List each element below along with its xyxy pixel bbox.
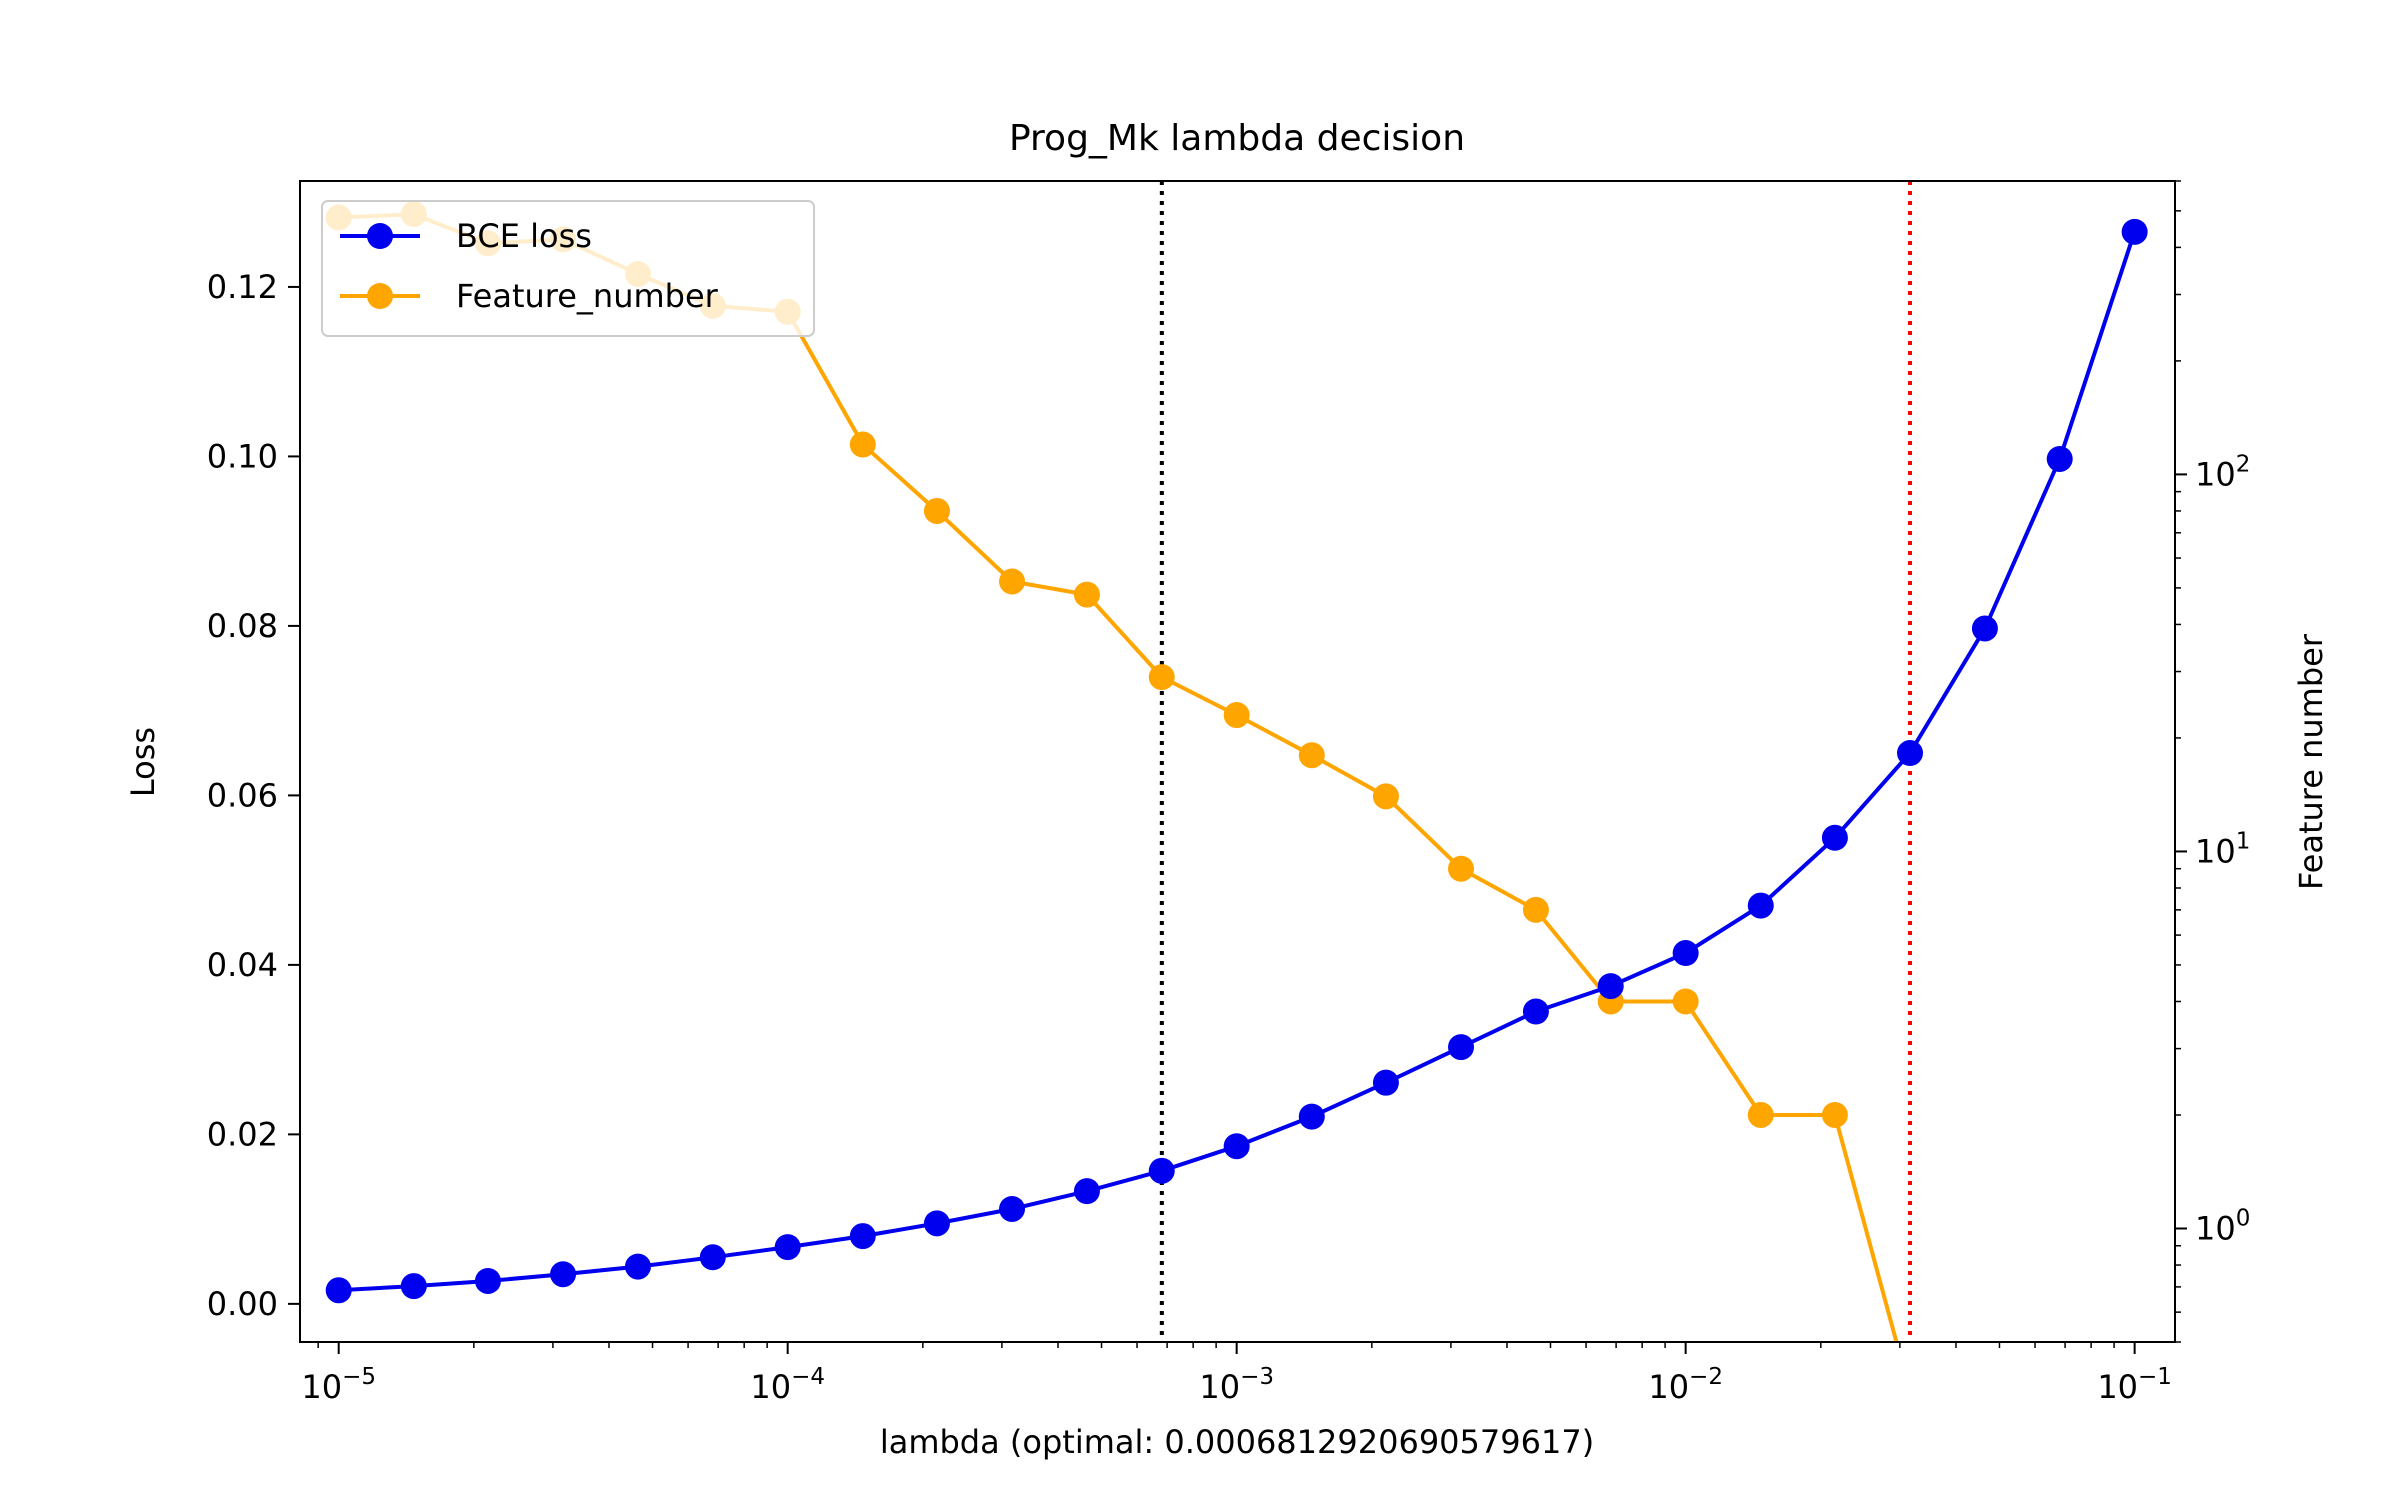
legend-label-feature-number: Feature_number: [456, 277, 719, 315]
x-tick-label: 10−5: [301, 1364, 376, 1406]
data-point-feature-number: [923, 497, 950, 524]
data-point-feature-number: [1522, 896, 1549, 923]
y-axis-label: Loss: [124, 727, 162, 797]
data-point-bce-loss: [474, 1267, 501, 1294]
y-tick-label: 0.12: [207, 268, 278, 306]
data-point-feature-number: [1372, 783, 1399, 810]
legend-marker-bce-loss: [367, 223, 393, 249]
data-point-bce-loss: [1747, 892, 1774, 919]
data-point-feature-number: [1747, 1101, 1774, 1128]
x-tick-label: 10−1: [2097, 1364, 2172, 1406]
data-point-feature-number: [1223, 702, 1250, 729]
data-point-feature-number: [1298, 742, 1325, 769]
data-point-bce-loss: [1597, 973, 1624, 1000]
data-point-bce-loss: [1223, 1133, 1250, 1160]
data-point-bce-loss: [2046, 445, 2073, 472]
x-tick-label: 10−4: [750, 1364, 825, 1406]
y-tick-label: 0.06: [207, 776, 278, 814]
x-tick-label: 10−2: [1648, 1364, 1723, 1406]
data-point-bce-loss: [1672, 940, 1699, 967]
data-point-bce-loss: [1448, 1034, 1475, 1061]
data-point-bce-loss: [1522, 998, 1549, 1025]
data-point-bce-loss: [849, 1223, 876, 1250]
data-point-bce-loss: [1073, 1178, 1100, 1205]
data-point-bce-loss: [999, 1195, 1026, 1222]
data-point-bce-loss: [923, 1210, 950, 1237]
y-tick-label: 0.02: [207, 1115, 278, 1153]
data-point-feature-number: [849, 431, 876, 458]
y2-axis-label: Feature number: [2292, 633, 2330, 890]
data-point-bce-loss: [1372, 1069, 1399, 1096]
data-point-bce-loss: [550, 1261, 577, 1288]
series-bce-loss: [325, 218, 2148, 1304]
data-point-feature-number: [999, 568, 1026, 595]
data-point-feature-number: [1672, 988, 1699, 1015]
x-axis: 10−5 10−4 10−3 10−2 10−1: [301, 1342, 2172, 1406]
chart-title: Prog_Mk lambda decision: [1009, 118, 1465, 159]
y2-tick-label: 102: [2195, 451, 2250, 493]
x-tick-label: 10−3: [1199, 1364, 1274, 1406]
y-axis-right: 100 101 102: [2175, 180, 2250, 1343]
legend-box: [321, 200, 815, 337]
data-point-bce-loss: [1148, 1157, 1175, 1184]
legend-marker-feature-number: [367, 283, 393, 309]
data-point-bce-loss: [400, 1273, 427, 1300]
y-axis-left: 0.00 0.02 0.04 0.06 0.08 0.10 0.12: [207, 268, 300, 1323]
data-point-bce-loss: [1821, 824, 1848, 851]
y2-tick-label: 101: [2195, 828, 2250, 870]
data-point-bce-loss: [774, 1234, 801, 1261]
data-point-feature-number: [1448, 855, 1475, 882]
legend: BCE loss Feature_number: [321, 200, 815, 337]
y-tick-label: 0.10: [207, 437, 278, 475]
x-axis-label: lambda (optimal: 0.0006812920690579617): [880, 1423, 1594, 1461]
y-tick-label: 0.04: [207, 946, 278, 984]
data-point-bce-loss: [1971, 615, 1998, 642]
data-point-bce-loss: [624, 1253, 651, 1280]
data-point-bce-loss: [1897, 740, 1924, 767]
data-point-feature-number: [1148, 664, 1175, 691]
y2-tick-label: 100: [2195, 1205, 2250, 1247]
data-point-feature-number: [1073, 581, 1100, 608]
y-tick-label: 0.00: [207, 1285, 278, 1323]
legend-label-bce-loss: BCE loss: [456, 217, 592, 255]
data-point-bce-loss: [699, 1244, 726, 1271]
y-tick-label: 0.08: [207, 607, 278, 645]
data-point-feature-number: [1821, 1101, 1848, 1128]
data-point-bce-loss: [325, 1277, 352, 1304]
data-point-bce-loss: [1298, 1103, 1325, 1130]
data-point-bce-loss: [2121, 218, 2148, 245]
